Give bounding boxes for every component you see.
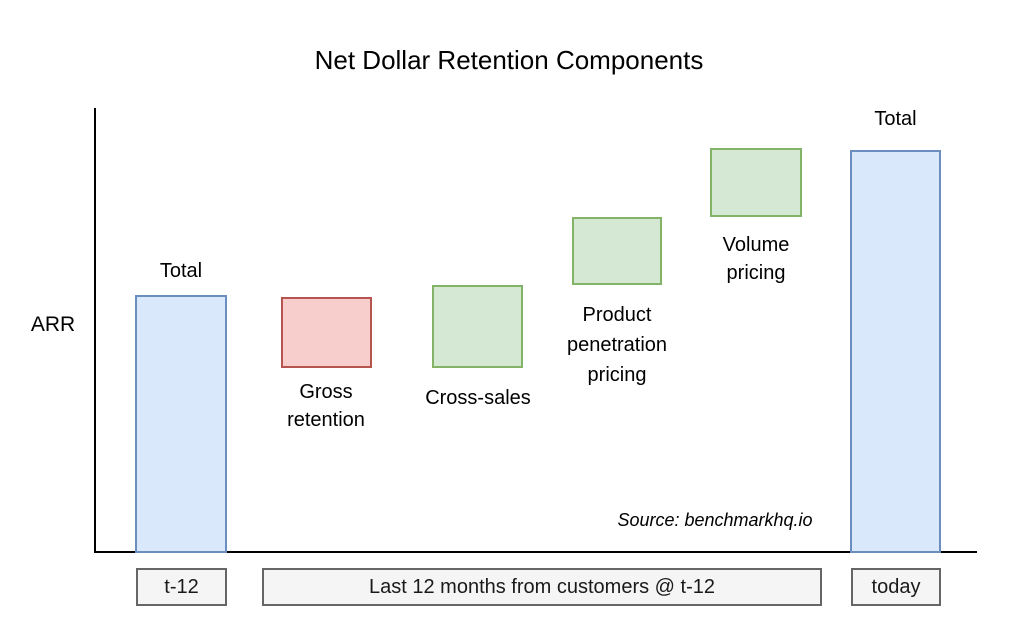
gross-retention-bar <box>281 297 372 368</box>
y-axis-label: ARR <box>30 313 76 336</box>
total-start-bar <box>135 295 227 553</box>
cross-sales-label: Cross-sales <box>425 387 531 409</box>
volume-pricing-label: Volume pricing <box>722 234 790 284</box>
cross-sales-bar <box>432 285 523 368</box>
product-penetration-pricing-bar <box>572 217 662 285</box>
x-axis-line <box>94 551 977 553</box>
source-note: Source: benchmarkhq.io <box>617 510 813 530</box>
total-end-bar <box>850 150 941 553</box>
volume-pricing-bar <box>710 148 802 217</box>
product-penetration-pricing-label: Product penetration pricing <box>566 304 668 386</box>
total-end-label: Total <box>874 108 917 130</box>
timeline-box-today: today <box>851 568 941 606</box>
total-start-label: Total <box>159 260 203 282</box>
y-axis-line <box>94 108 96 553</box>
timeline-box-last-12-months: Last 12 months from customers @ t-12 <box>262 568 822 606</box>
gross-retention-label: Gross retention <box>287 381 365 431</box>
timeline-box-t12: t-12 <box>136 568 227 606</box>
chart-title: Net Dollar Retention Components <box>314 45 704 75</box>
